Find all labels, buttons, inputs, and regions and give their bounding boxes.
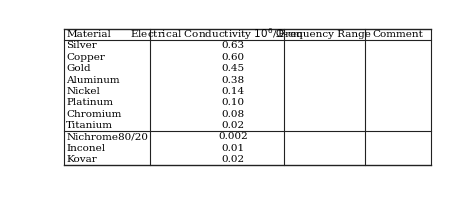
Text: 0.38: 0.38 <box>221 76 245 84</box>
Text: Aluminum: Aluminum <box>66 76 120 84</box>
Text: 0.45: 0.45 <box>221 64 245 73</box>
Text: Chromium: Chromium <box>66 109 122 119</box>
Text: Titanium: Titanium <box>66 121 113 130</box>
Text: 0.02: 0.02 <box>221 155 245 164</box>
Text: Material: Material <box>66 30 111 39</box>
Text: Nickel: Nickel <box>66 87 100 96</box>
Text: Nichrome80/20: Nichrome80/20 <box>66 132 148 141</box>
Text: 0.002: 0.002 <box>218 132 248 141</box>
Text: 0.10: 0.10 <box>221 98 245 107</box>
Text: Comment: Comment <box>373 30 423 39</box>
Text: 0.14: 0.14 <box>221 87 245 96</box>
Text: Electrical Conductivity $10^6$/$\Omega$-cm: Electrical Conductivity $10^6$/$\Omega$-… <box>130 27 304 42</box>
Text: 0.60: 0.60 <box>221 53 245 62</box>
Text: Frequency Range: Frequency Range <box>278 30 371 39</box>
Text: 0.63: 0.63 <box>221 41 245 50</box>
Text: 0.08: 0.08 <box>221 109 245 119</box>
Text: Copper: Copper <box>66 53 105 62</box>
Text: Platinum: Platinum <box>66 98 113 107</box>
Text: Silver: Silver <box>66 41 97 50</box>
Text: Inconel: Inconel <box>66 144 105 153</box>
Text: 0.01: 0.01 <box>221 144 245 153</box>
Text: 0.02: 0.02 <box>221 121 245 130</box>
Text: Kovar: Kovar <box>66 155 97 164</box>
Text: Gold: Gold <box>66 64 91 73</box>
